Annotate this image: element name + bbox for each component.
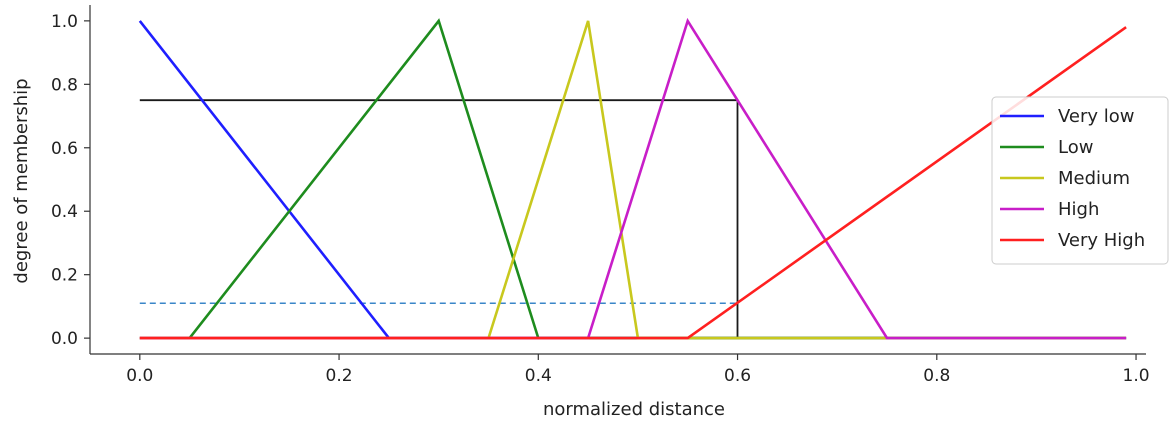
x-axis-label: normalized distance bbox=[543, 399, 725, 420]
legend: Very low Low Medium High Very High bbox=[991, 96, 1169, 265]
y-axis-label: degree of membership bbox=[11, 78, 32, 283]
ticks: 0.0 0.2 0.4 0.6 0.8 1.0 0.0 0.2 0.4 0.6 0.8 1.0 bbox=[51, 12, 1150, 386]
y-tick-label: 0.8 bbox=[51, 75, 78, 95]
legend-label-medium: Medium bbox=[1058, 168, 1130, 189]
x-tick-label: 0.6 bbox=[724, 366, 751, 386]
legend-box bbox=[991, 96, 1169, 265]
y-tick-label: 0.2 bbox=[51, 266, 78, 286]
legend-label-very-low: Very low bbox=[1058, 106, 1135, 127]
x-tick-label: 1.0 bbox=[1123, 366, 1150, 386]
y-tick-label: 1.0 bbox=[51, 12, 78, 32]
series-line-very-high bbox=[139, 26, 1127, 340]
series-line-medium bbox=[139, 20, 1127, 340]
y-tick-label: 0.6 bbox=[51, 139, 78, 159]
x-tick-label: 0.0 bbox=[126, 366, 153, 386]
series-line-low bbox=[139, 18, 1127, 340]
x-tick-label: 0.8 bbox=[923, 366, 950, 386]
series-line-high bbox=[139, 17, 1127, 340]
x-tick-label: 0.4 bbox=[525, 366, 552, 386]
x-tick-label: 0.2 bbox=[326, 366, 353, 386]
axes bbox=[89, 5, 1146, 355]
legend-label-high: High bbox=[1058, 199, 1099, 220]
series-line-very-low bbox=[138, 20, 1127, 340]
legend-label-low: Low bbox=[1058, 137, 1093, 158]
y-tick-label: 0.4 bbox=[51, 202, 78, 222]
series-layer bbox=[138, 17, 1127, 340]
y-tick-label: 0.0 bbox=[51, 329, 78, 349]
legend-label-very-high: Very High bbox=[1058, 230, 1145, 251]
